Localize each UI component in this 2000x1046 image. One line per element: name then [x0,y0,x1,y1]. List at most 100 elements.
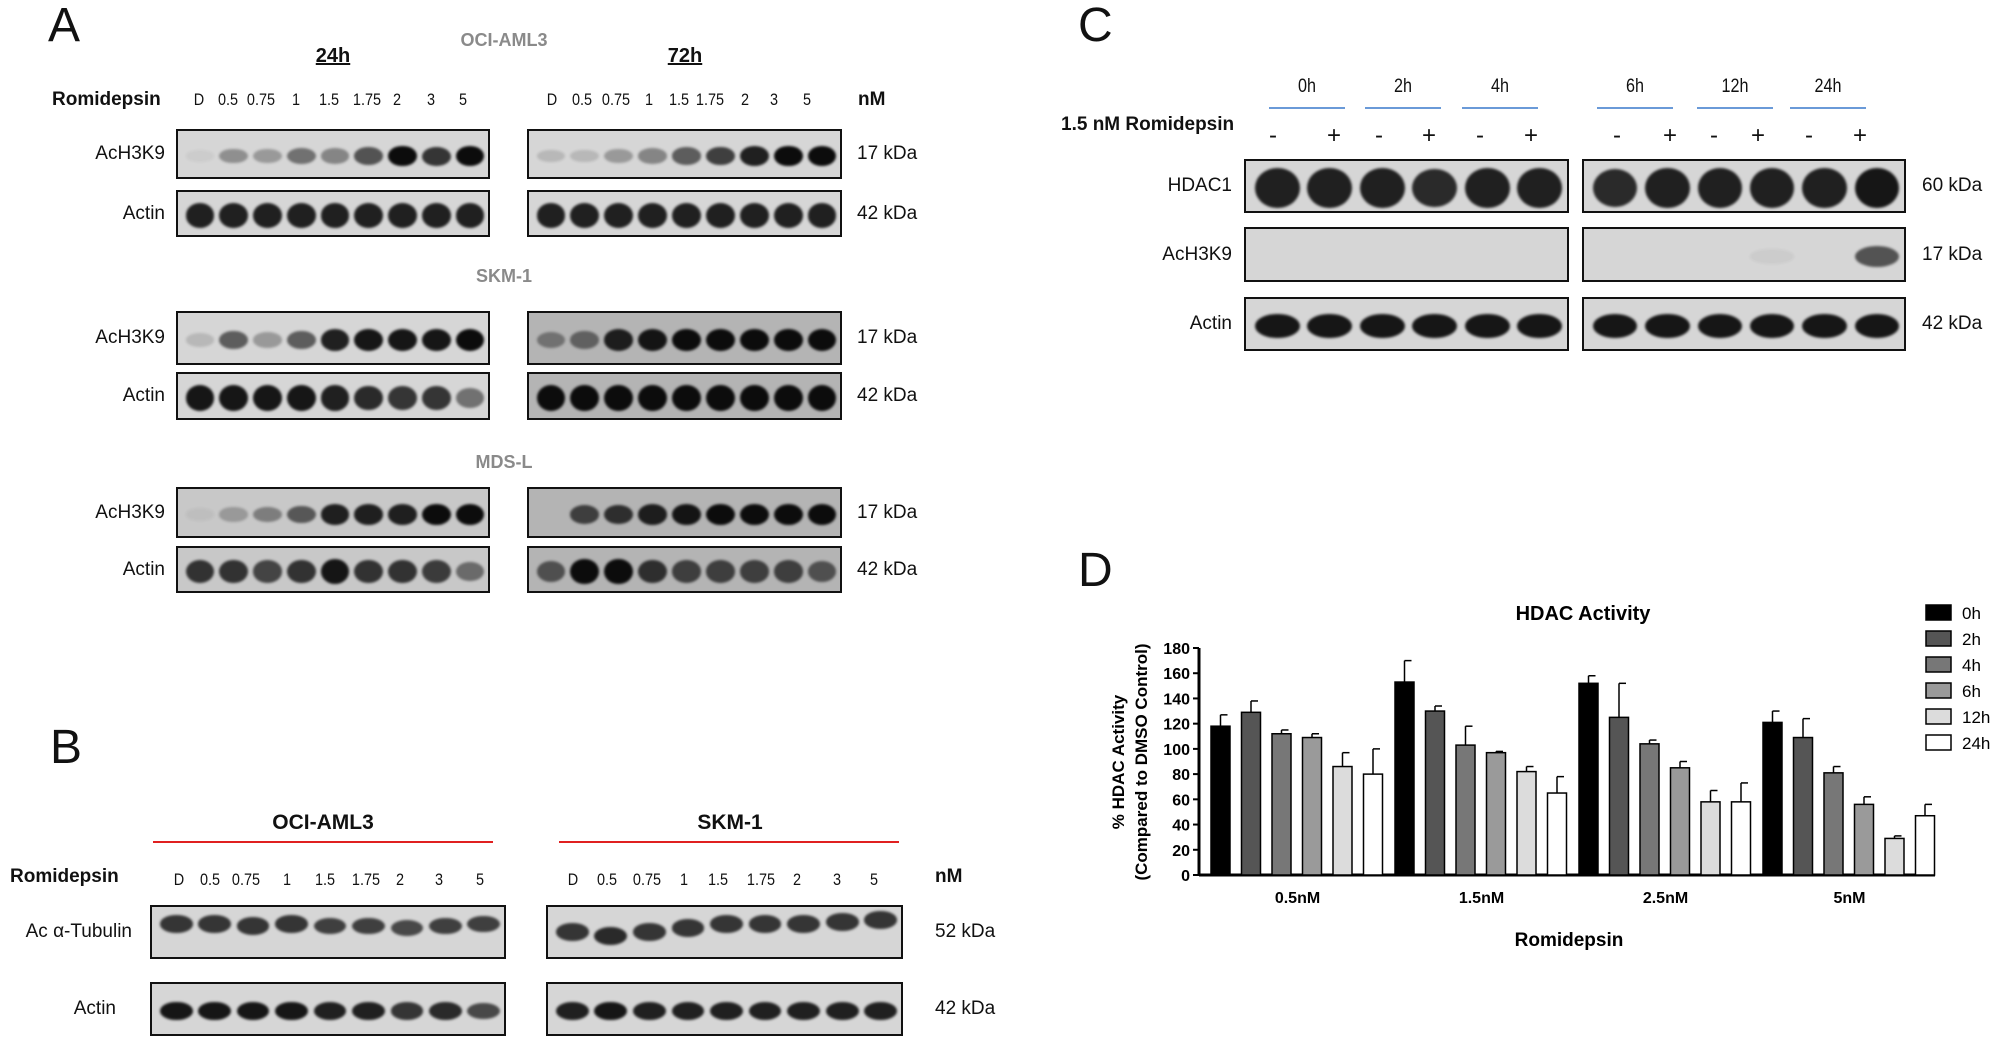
bar-2h-0.5nM [1240,711,1262,876]
protein-band [1359,168,1405,208]
protein-band [455,328,485,352]
panel-d-label: D [1078,544,1113,597]
protein-band [236,917,270,935]
protein-band [536,149,566,163]
timepoint-label: 12h [1721,76,1749,97]
protein-band [1307,168,1353,208]
dose-label: D [546,90,558,109]
protein-band [638,384,667,412]
bar-0h-2.5nM [1578,682,1599,876]
protein-band [570,149,600,163]
panel-a-label: A [48,0,81,52]
molecular-weight-label: 60 kDa [1922,175,1983,196]
molecular-weight-label: 17 kDa [857,501,918,523]
y-axis-label-secondary: (Compared to DMSO Control) [1132,643,1151,880]
plus-sign: + [1662,122,1678,149]
protein-band [185,150,215,162]
protein-band [286,559,316,584]
western-blot [1582,297,1906,351]
legend-swatch [1925,734,1952,751]
western-blot [527,372,842,420]
western-blot [527,311,842,365]
legend-swatch [1925,630,1952,647]
protein-band [638,504,667,525]
dose-label: 1.75 [695,90,725,109]
molecular-weight-label: 17 kDa [857,143,918,164]
protein-band [638,559,667,584]
protein-band [671,919,705,937]
western-blot [176,129,490,179]
plus-sign: + [1523,122,1539,149]
y-tick-label: 80 [1172,767,1190,784]
protein-band [455,387,485,409]
protein-band [388,203,417,228]
protein-band [236,1001,270,1021]
cell-line-underline [153,841,493,843]
protein-band [286,147,316,165]
antibody-label: Ac α-Tubulin [25,921,132,942]
protein-band [1802,168,1847,208]
panel-c-label: C [1078,0,1113,52]
dose-label: 3 [426,90,436,109]
antibody-label: AcH3K9 [1162,243,1232,265]
legend-label: 6h [1962,682,1981,701]
protein-band [705,146,735,166]
y-tick-label: 0 [1181,868,1190,885]
treatment-label: 1.5 nM Romidepsin [1061,114,1235,135]
legend-swatch [1925,656,1952,673]
protein-band [1412,168,1458,208]
protein-band [739,203,769,228]
protein-band [198,915,231,933]
protein-band [638,328,667,352]
dose-label: 1.75 [352,90,382,109]
protein-band [807,145,837,167]
dose-label: 0.75 [632,870,662,889]
western-blot [527,487,842,538]
timepoint-label: 24h [1814,76,1842,97]
protein-band [773,328,803,352]
protein-band [275,1001,308,1021]
dose-label: 5 [802,90,812,109]
protein-band [159,1001,193,1021]
timepoint-label: 4h [1491,76,1509,97]
dose-label: 0.75 [246,90,276,109]
protein-band [1412,313,1458,339]
protein-band [320,148,350,164]
protein-band [219,559,248,584]
molecular-weight-label: 42 kDa [857,558,918,580]
protein-band [421,386,451,410]
plus-sign: + [1852,122,1868,149]
x-axis-label: Romidepsin [1515,930,1624,951]
dose-label: 1 [679,870,689,889]
protein-band [787,1001,820,1021]
protein-band [428,917,462,935]
dose-label: 5 [475,870,485,889]
protein-band [185,333,215,347]
western-blot [1244,297,1569,351]
molecular-weight-label: 42 kDa [857,202,918,224]
timepoint-underline [1597,107,1673,109]
timepoint-label: 0h [1298,76,1316,97]
dose-label: 2 [392,90,402,109]
protein-band [787,915,820,933]
protein-band [604,148,634,164]
western-blot [176,311,490,365]
protein-band [390,919,424,937]
protein-band [320,385,350,411]
dose-label: 1 [644,90,654,109]
legend-swatch [1925,682,1952,699]
protein-band [253,332,282,348]
bar-2h-5nM [1792,736,1814,876]
protein-band [536,560,566,583]
protein-band [570,505,600,524]
protein-band [1464,168,1510,208]
protein-band [253,148,282,164]
bar-12h-0.5nM [1332,765,1353,876]
protein-band [253,203,282,228]
timepoint-label: 6h [1626,76,1644,97]
protein-band [594,927,628,945]
western-blot [527,190,842,237]
y-tick-label: 120 [1163,717,1190,734]
protein-band [185,203,215,228]
protein-band [421,503,451,526]
